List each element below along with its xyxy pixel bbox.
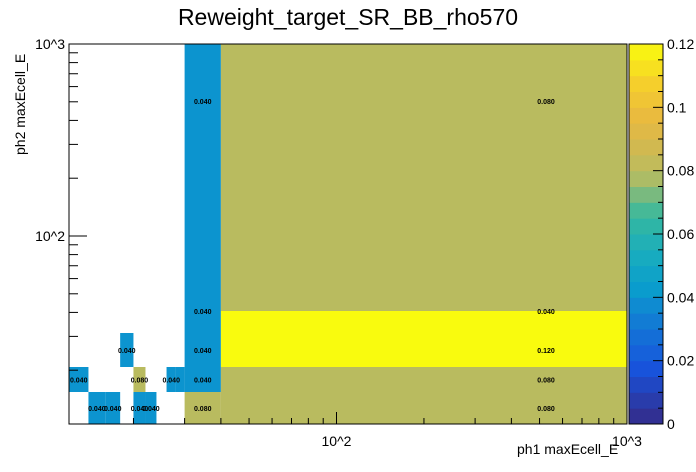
x-axis-label: ph1 maxEcell_E <box>517 441 619 457</box>
colorbar-tick-label: 0 <box>667 416 675 432</box>
colorbar-tick-label: 0.1 <box>667 99 687 115</box>
colorbar-band <box>629 123 663 140</box>
colorbar-band <box>629 154 663 172</box>
y-tick-label: 10^2 <box>35 228 65 244</box>
colorbar-tick-label: 0.08 <box>667 163 694 179</box>
cell-value-label: 0.040 <box>142 406 160 413</box>
cell-value-label: 0.080 <box>537 378 555 385</box>
cell-value-label: 0.040 <box>194 348 212 355</box>
cell-labels: 0.0400.0400.0400.0400.0800.0400.0400.040… <box>70 99 555 413</box>
plot-frame <box>68 43 628 425</box>
colorbar: 0 0.02 0.04 0.06 0.08 0.1 0.12 <box>628 36 694 432</box>
colorbar-band <box>629 170 663 187</box>
cell-value-label: 0.040 <box>537 309 555 316</box>
cell-value-label: 0.040 <box>131 406 149 413</box>
cell-value-label: 0.040 <box>162 378 180 385</box>
heatmap-cell <box>166 367 176 392</box>
colorbar-band <box>629 91 663 108</box>
cell-value-label: 0.040 <box>88 406 106 413</box>
colorbar-band <box>629 265 663 282</box>
cell-value-label: 0.040 <box>194 309 212 316</box>
cell-value-label: 0.120 <box>537 348 555 355</box>
colorbar-band <box>629 234 663 251</box>
cell-value-label: 0.040 <box>70 378 88 385</box>
colorbar-tick-label: 0.12 <box>667 36 694 52</box>
colorbar-band <box>629 249 663 267</box>
heatmap-cell <box>120 333 134 367</box>
colorbar-band <box>629 297 663 314</box>
heatmap-cell <box>184 311 221 333</box>
colorbar-band <box>629 139 663 156</box>
colorbar-band <box>629 107 663 124</box>
heatmap-cell <box>220 333 628 367</box>
cell-value-label: 0.040 <box>104 406 122 413</box>
heatmap-cell <box>220 367 628 392</box>
colorbar-tick-label: 0.02 <box>667 353 694 369</box>
colorbar-tick-label: 0.06 <box>667 226 694 242</box>
colorbar-band <box>629 202 663 219</box>
frame-layer <box>68 43 628 425</box>
heatmap-cell <box>220 311 628 333</box>
heatmap-cell <box>133 367 146 392</box>
cell-value-label: 0.080 <box>131 378 149 385</box>
heatmap-cell <box>220 44 628 311</box>
cell-value-label: 0.040 <box>118 348 136 355</box>
y-tick-label: 10^3 <box>35 36 65 52</box>
heatmap-cell <box>184 367 221 392</box>
cell-value-label: 0.040 <box>194 99 212 106</box>
cell-value-label: 0.080 <box>537 99 555 106</box>
y-axis-label: ph2 maxEcell_E <box>12 53 28 155</box>
chart-title: Reweight_target_SR_BB_rho570 <box>177 4 519 30</box>
heatmap-cell <box>184 333 221 367</box>
colorbar-band <box>629 329 663 346</box>
cell-value-label: 0.040 <box>194 378 212 385</box>
heatmap-cell <box>133 392 146 424</box>
heatmap-cell <box>145 392 157 424</box>
colorbar-band <box>629 59 663 77</box>
cell-value-label: 0.080 <box>194 406 212 413</box>
colorbar-band <box>629 376 663 393</box>
colorbar-band <box>629 344 663 362</box>
colorbar-band <box>629 360 663 377</box>
cells-layer <box>69 44 628 424</box>
colorbar-tick-label: 0.04 <box>667 289 694 305</box>
cell-value-label: 0.080 <box>537 406 555 413</box>
colorbar-band <box>629 44 663 61</box>
colorbar-band <box>629 218 663 235</box>
heatmap-cell <box>184 392 221 424</box>
colorbar-band <box>629 408 663 425</box>
y-axis: 10^2 10^3 <box>35 36 87 371</box>
x-tick-label: 10^3 <box>612 433 642 449</box>
x-tick-label: 10^2 <box>322 433 352 449</box>
heatmap-cell <box>69 367 89 392</box>
colorbar-band <box>629 281 663 298</box>
heatmap-cell <box>175 367 185 392</box>
colorbar-band <box>629 313 663 330</box>
heatmap-cell <box>88 392 106 424</box>
heatmap-cell <box>184 44 221 311</box>
x-axis: 10^2 10^3 <box>132 412 642 449</box>
heatmap-cell <box>105 392 121 424</box>
colorbar-band <box>629 392 663 409</box>
colorbar-band <box>629 75 663 92</box>
colorbar-band <box>629 186 663 203</box>
